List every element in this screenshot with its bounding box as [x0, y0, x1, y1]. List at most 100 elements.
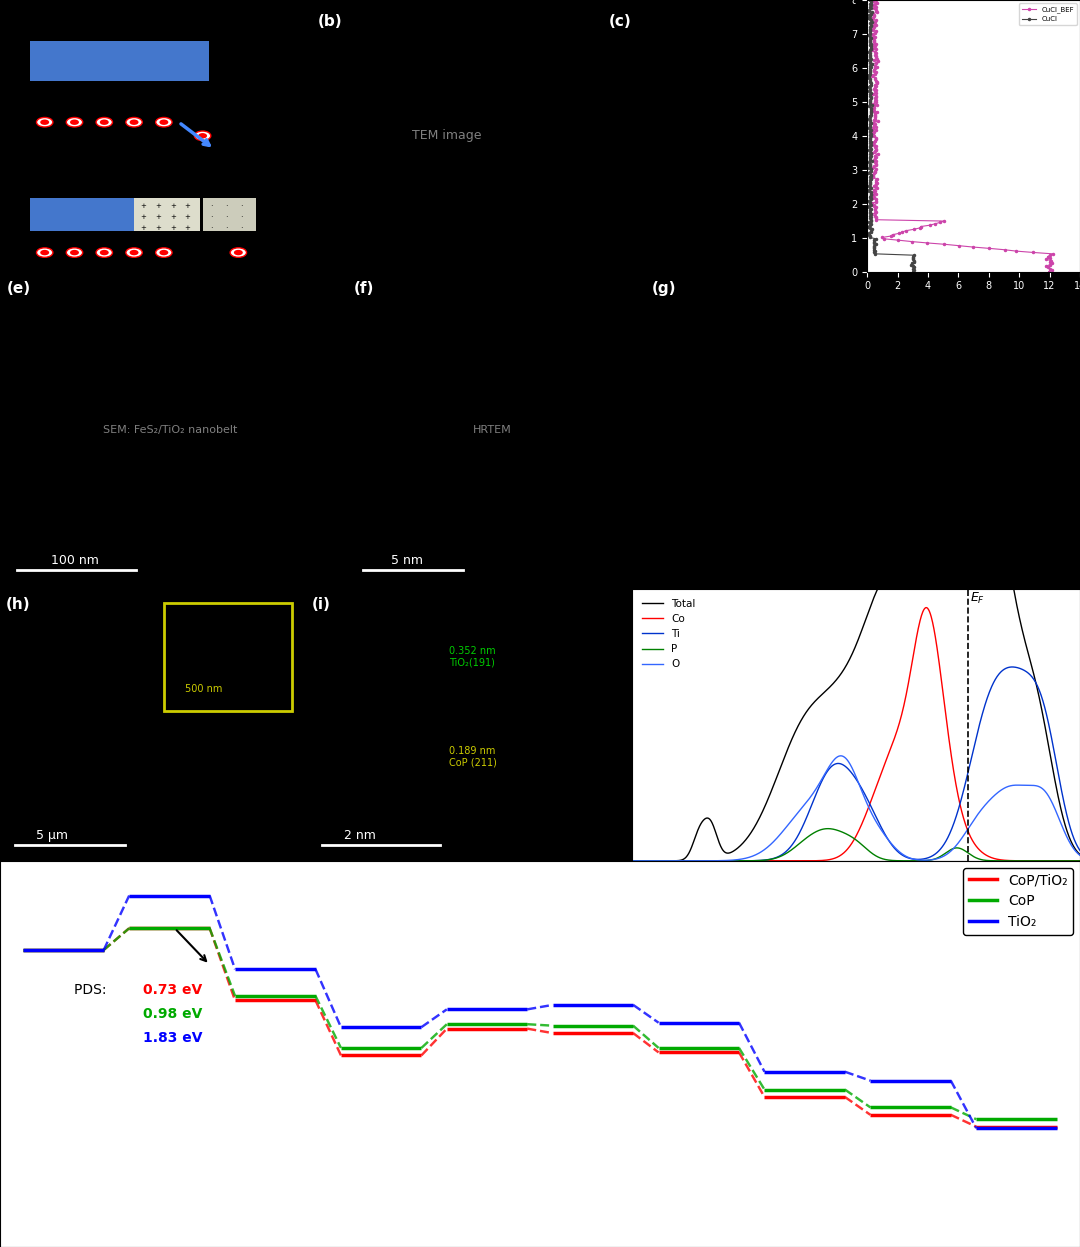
Text: .: .	[211, 221, 213, 229]
Text: 500 nm: 500 nm	[185, 685, 222, 695]
Line: Co: Co	[633, 607, 1080, 860]
Ellipse shape	[126, 117, 143, 127]
Ellipse shape	[96, 248, 112, 257]
Co	[920, 600, 933, 615]
Ellipse shape	[156, 248, 172, 257]
Line: Ti: Ti	[633, 667, 1080, 860]
Y-axis label: PDOS: PDOS	[590, 707, 603, 742]
Text: 0.189 nm
CoP (211): 0.189 nm CoP (211)	[449, 746, 497, 768]
Text: .: .	[240, 209, 243, 219]
Ellipse shape	[160, 249, 168, 256]
O	[823, 758, 836, 773]
Ellipse shape	[99, 249, 109, 256]
Legend: CoP/TiO₂, CoP, TiO₂: CoP/TiO₂, CoP, TiO₂	[963, 868, 1074, 935]
Text: 5 nm: 5 nm	[391, 554, 423, 567]
P	[975, 852, 988, 867]
Ti	[983, 685, 996, 700]
Text: $E_F$: $E_F$	[970, 591, 985, 606]
Text: .: .	[240, 221, 243, 229]
Ellipse shape	[40, 249, 50, 256]
Text: SEM: FeS₂/TiO₂ nanobelt: SEM: FeS₂/TiO₂ nanobelt	[104, 425, 238, 435]
Text: (h): (h)	[6, 597, 30, 612]
P	[807, 826, 820, 840]
Ellipse shape	[234, 249, 243, 256]
Ellipse shape	[156, 117, 172, 127]
Total	[1074, 847, 1080, 862]
O	[807, 786, 820, 801]
Ellipse shape	[130, 120, 138, 125]
Ellipse shape	[37, 248, 53, 257]
Text: (j): (j)	[579, 572, 597, 587]
Text: .: .	[240, 200, 243, 208]
Ti	[807, 793, 820, 808]
Total	[984, 494, 997, 509]
Text: 0.98 eV: 0.98 eV	[143, 1008, 202, 1021]
Ellipse shape	[160, 120, 168, 125]
Bar	[203, 198, 256, 231]
Ellipse shape	[66, 117, 83, 127]
Text: TEM image: TEM image	[413, 130, 482, 142]
Bar	[164, 602, 293, 712]
Ellipse shape	[66, 248, 83, 257]
Ti	[1005, 660, 1018, 675]
Line: Total: Total	[633, 501, 1080, 860]
Text: 5 μm: 5 μm	[36, 829, 68, 842]
Total	[983, 494, 996, 509]
X-axis label: Energy (eV): Energy (eV)	[820, 887, 893, 899]
Ti	[672, 853, 685, 868]
Text: +: +	[140, 203, 146, 209]
O	[672, 853, 685, 868]
P	[934, 849, 947, 864]
Text: HRTEM: HRTEM	[473, 425, 512, 435]
O	[984, 792, 997, 807]
Text: 2 nm: 2 nm	[343, 829, 376, 842]
Text: +: +	[170, 226, 176, 231]
Text: .: .	[211, 200, 213, 208]
Text: +: +	[154, 214, 161, 221]
Ellipse shape	[126, 248, 143, 257]
Y-axis label: z distance (nm): z distance (nm)	[837, 104, 846, 168]
Line: P: P	[633, 829, 1080, 860]
Total	[672, 853, 685, 868]
Text: (g): (g)	[651, 281, 676, 296]
Ellipse shape	[230, 248, 246, 257]
O	[834, 748, 847, 763]
Text: (d): (d)	[835, 0, 860, 10]
O	[975, 802, 988, 817]
Co	[984, 849, 997, 864]
Text: +: +	[185, 203, 191, 209]
Text: +: +	[154, 203, 161, 209]
Ellipse shape	[194, 131, 211, 141]
O	[1074, 848, 1080, 863]
Text: .: .	[211, 209, 213, 219]
Co	[626, 853, 639, 868]
P	[672, 853, 685, 868]
Co	[672, 853, 685, 868]
Text: PDS:: PDS:	[75, 984, 111, 998]
P	[822, 822, 835, 837]
Ti	[975, 710, 988, 725]
Text: 100 nm: 100 nm	[51, 554, 99, 567]
Text: +: +	[154, 226, 161, 231]
Total	[933, 527, 946, 542]
Text: (e): (e)	[6, 281, 31, 296]
Text: 0.352 nm
TiO₂(191): 0.352 nm TiO₂(191)	[449, 646, 496, 667]
Ellipse shape	[130, 249, 138, 256]
P	[626, 853, 639, 868]
Text: +: +	[140, 226, 146, 231]
X-axis label: Number density of NO₃ (nm⁻²): Number density of NO₃ (nm⁻²)	[909, 297, 1038, 306]
Legend: CuCl_BEF, CuCl: CuCl_BEF, CuCl	[1018, 4, 1077, 25]
Total	[626, 853, 639, 868]
Bar	[30, 198, 134, 231]
Text: .: .	[225, 209, 228, 219]
Co	[807, 853, 820, 868]
Co	[975, 844, 988, 859]
Ti	[1074, 843, 1080, 858]
Ellipse shape	[37, 117, 53, 127]
Text: +: +	[185, 226, 191, 231]
Ellipse shape	[70, 120, 79, 125]
Legend: Total, Co, Ti, P, O: Total, Co, Ti, P, O	[637, 595, 700, 673]
Text: (f): (f)	[354, 281, 375, 296]
Ellipse shape	[40, 120, 50, 125]
P	[1074, 853, 1080, 868]
